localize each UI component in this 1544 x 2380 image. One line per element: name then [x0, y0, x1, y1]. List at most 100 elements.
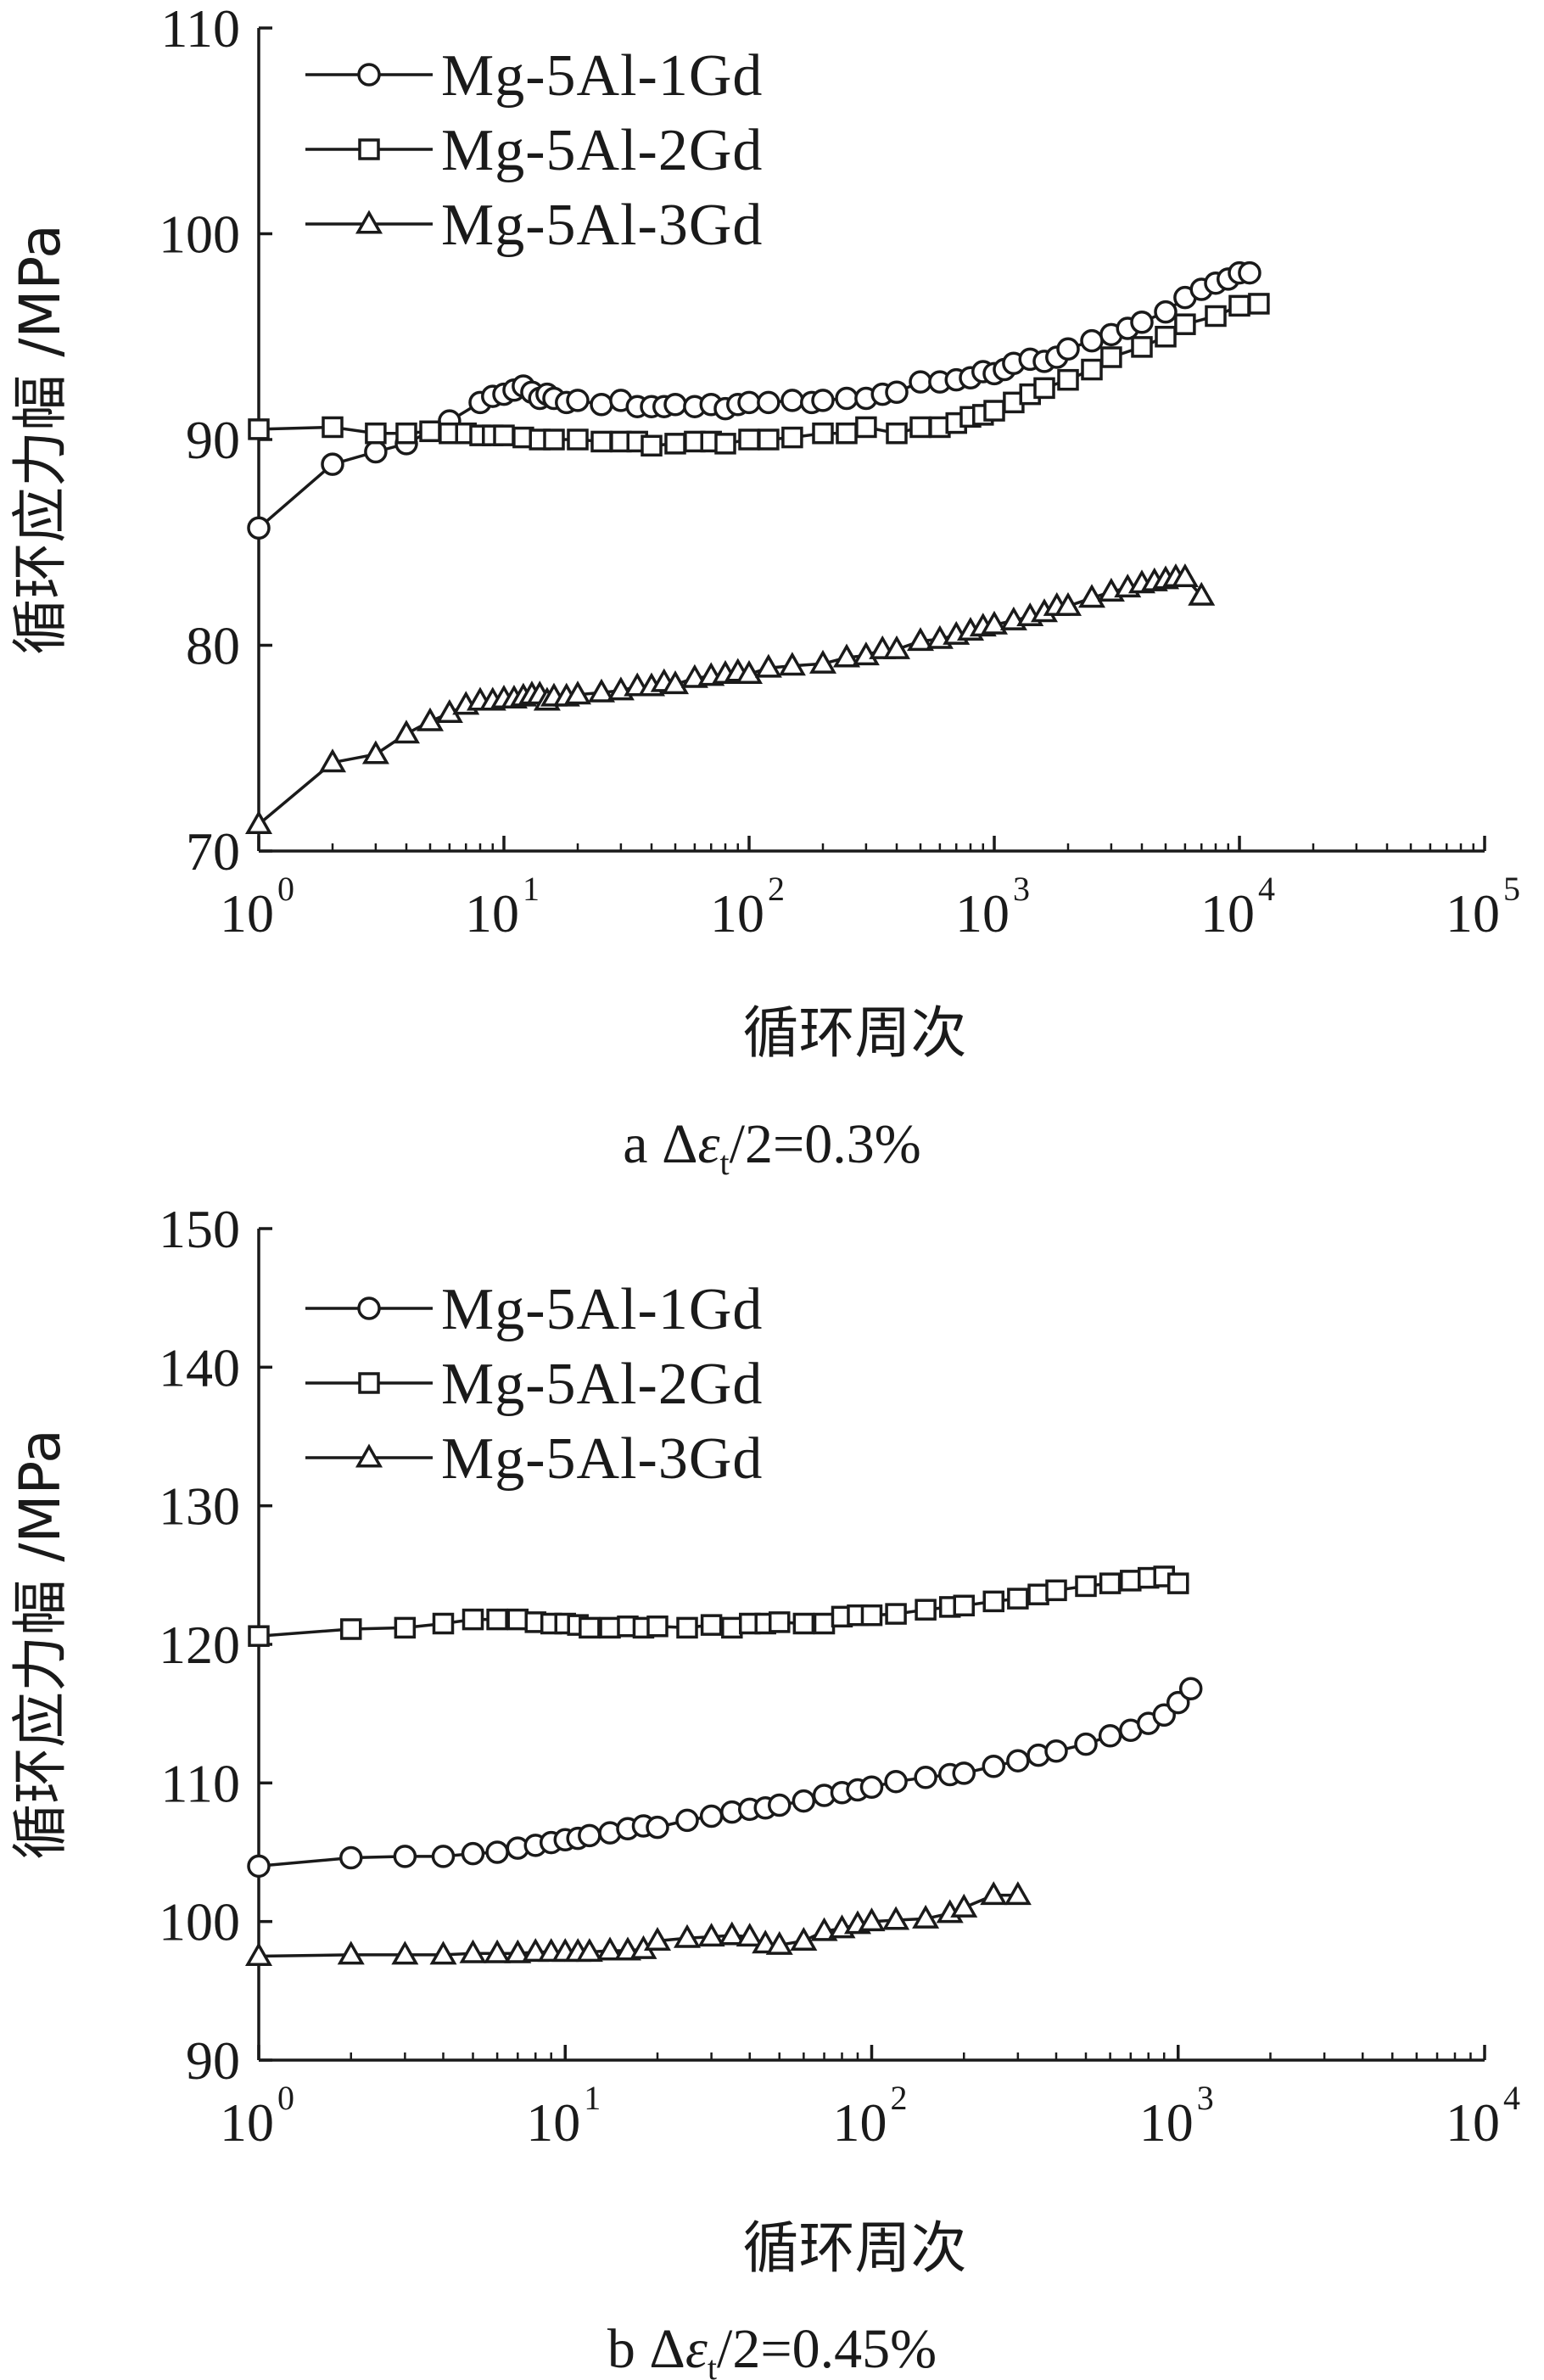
y-tick-label: 120: [159, 1615, 240, 1675]
data-point: [675, 1808, 699, 1833]
data-point: [855, 416, 877, 439]
data-point: [486, 1608, 508, 1631]
data-point: [416, 707, 445, 731]
data-point: [912, 1904, 940, 1929]
data-point: [721, 1616, 743, 1639]
data-point: [364, 440, 388, 464]
data-point: [393, 1845, 417, 1868]
data-point: [1099, 1572, 1122, 1594]
data-point: [575, 1938, 603, 1963]
data-point: [590, 393, 613, 417]
y-tick-label: 100: [159, 1892, 240, 1952]
data-point: [781, 426, 803, 449]
data-point: [1075, 1575, 1097, 1598]
data-point: [1054, 591, 1082, 616]
data-point: [484, 1939, 512, 1963]
x-axis-title: 循环周次: [743, 1000, 967, 1066]
data-point: [1056, 337, 1080, 361]
data-point: [247, 516, 271, 540]
data-point: [1033, 377, 1055, 400]
data-point: [485, 1840, 509, 1864]
data-point: [431, 1845, 456, 1868]
data-point: [322, 416, 344, 439]
data-point: [884, 1769, 908, 1794]
data-point: [462, 1608, 484, 1631]
data-point: [909, 416, 931, 439]
legend-marker: [358, 1372, 380, 1394]
x-tick-label: 10: [710, 883, 764, 944]
data-point: [980, 1881, 1008, 1906]
data-point: [339, 1618, 362, 1640]
data-point: [812, 422, 834, 445]
x-tick-exponent: 1: [523, 870, 540, 908]
data-point: [673, 1924, 702, 1948]
y-axis-title: 循环应力幅 /MPa: [8, 1429, 73, 1859]
data-point: [1077, 584, 1106, 608]
data-point: [365, 422, 387, 445]
x-tick-label: 10: [526, 2092, 580, 2153]
data-point: [1098, 1724, 1122, 1748]
y-tick-label: 80: [186, 616, 240, 676]
data-point: [321, 452, 344, 476]
data-point: [392, 720, 421, 744]
data-point: [1131, 336, 1153, 358]
data-point: [885, 1603, 907, 1625]
legend-marker: [358, 138, 380, 160]
data-point: [758, 428, 780, 451]
data-point: [566, 389, 590, 412]
data-point: [906, 627, 935, 652]
data-point: [567, 428, 589, 451]
data-point: [858, 1907, 886, 1932]
data-point: [1178, 1677, 1203, 1701]
data-point: [697, 1923, 725, 1947]
x-tick-exponent: 4: [1503, 2079, 1520, 2117]
data-point: [599, 1616, 621, 1639]
y-tick-label: 130: [159, 1476, 240, 1537]
data-point: [244, 1941, 273, 1966]
data-point: [459, 1939, 487, 1963]
data-point: [1248, 293, 1270, 315]
data-point: [506, 1608, 529, 1631]
y-tick-label: 150: [159, 1199, 240, 1259]
data-point: [1154, 300, 1178, 324]
x-tick-label: 10: [1446, 883, 1500, 944]
data-point: [1081, 358, 1103, 381]
data-point: [663, 393, 687, 417]
x-tick-exponent: 2: [891, 2079, 908, 2117]
data-point: [699, 1804, 724, 1828]
data-point: [885, 380, 909, 404]
data-point: [1155, 326, 1177, 348]
data-point: [1004, 1881, 1032, 1906]
data-point: [737, 390, 761, 415]
data-point: [953, 1594, 975, 1617]
data-point: [587, 678, 616, 703]
data-point: [1238, 260, 1261, 285]
data-point: [738, 428, 760, 451]
data-point: [1130, 311, 1154, 334]
data-point: [914, 1766, 937, 1789]
data-point: [579, 1616, 601, 1639]
data-point: [248, 1625, 270, 1647]
legend-marker: [357, 63, 381, 87]
x-tick-label: 10: [220, 883, 274, 944]
x-tick-label: 10: [955, 883, 1010, 944]
legend-label: Mg-5Al-3Gd: [441, 193, 763, 258]
y-tick-label: 110: [160, 0, 240, 59]
data-point: [882, 1906, 910, 1930]
data-point: [1027, 1583, 1049, 1605]
x-tick-exponent: 2: [768, 870, 785, 908]
y-tick-label: 90: [186, 410, 240, 470]
legend-label: Mg-5Al-2Gd: [441, 118, 763, 183]
x-tick-label: 10: [465, 883, 519, 944]
x-tick-label: 10: [1446, 2092, 1500, 2153]
x-tick-label: 10: [220, 2092, 274, 2153]
data-point: [780, 389, 804, 412]
data-point: [646, 1616, 669, 1638]
legend-label: Mg-5Al-2Gd: [441, 1352, 763, 1417]
data-point: [778, 652, 806, 676]
data-point: [886, 422, 908, 445]
data-point: [504, 1939, 532, 1963]
data-point: [394, 1616, 417, 1639]
data-point: [1045, 1579, 1067, 1602]
